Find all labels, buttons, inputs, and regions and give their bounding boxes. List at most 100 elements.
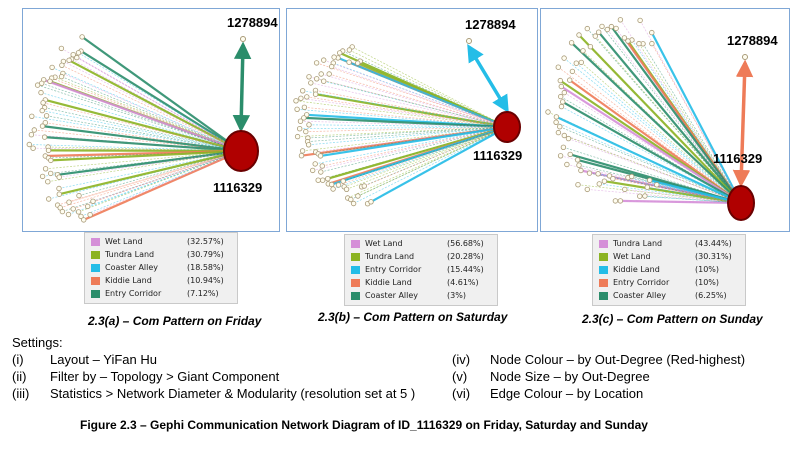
edge	[315, 126, 508, 153]
legend-label: Tundra Land	[365, 252, 415, 261]
leaf-node	[321, 57, 327, 63]
legend-swatch	[599, 292, 608, 300]
legend-percentage: (30.31%)	[695, 252, 732, 261]
leaf-node	[315, 177, 321, 183]
leaf-node	[348, 196, 354, 203]
legend-label: Wet Land	[105, 237, 143, 246]
leaf-node	[555, 64, 561, 70]
edge	[353, 126, 508, 204]
edge	[320, 122, 510, 157]
edge	[300, 120, 508, 128]
edge	[61, 76, 242, 152]
edge	[316, 62, 508, 128]
edge	[312, 126, 508, 171]
leaf-node	[298, 95, 304, 101]
legend-entry: Entry Corridor (15.44%)	[345, 264, 497, 277]
edge	[578, 34, 743, 205]
leaf-node	[312, 91, 319, 97]
leaf-node	[553, 119, 559, 125]
edge-layer	[295, 46, 510, 205]
leaf-node	[617, 17, 624, 23]
legend-entry: Tundra Land (30.79%)	[85, 249, 237, 262]
legend-percentage: (18.58%)	[187, 263, 224, 272]
leaf-node	[303, 128, 309, 135]
leaf-node	[601, 178, 608, 184]
leaf-node	[580, 48, 586, 54]
legend-label: Kiddie Land	[613, 265, 660, 274]
legend-sunday: Tundra Land (43.44%) Wet Land (30.31%) Kiddi…	[592, 234, 746, 306]
edge	[59, 150, 242, 178]
edge	[558, 132, 742, 204]
edge	[300, 97, 508, 128]
legend-label: Coaster Alley	[105, 263, 159, 272]
edge	[347, 126, 508, 199]
caption-friday: 2.3(a) – Com Pattern on Friday	[88, 314, 262, 328]
leaf-node	[561, 132, 567, 139]
edge	[68, 59, 243, 153]
leaf-node	[561, 89, 567, 96]
edge	[352, 46, 508, 128]
legend-swatch	[91, 251, 100, 259]
leaf-node	[58, 73, 65, 80]
legend-label: Coaster Alley	[365, 291, 419, 300]
leaf-node	[329, 63, 335, 70]
leaf-node	[305, 142, 312, 148]
edge	[321, 73, 508, 128]
network-panel-sunday: 1278894 1116329	[540, 8, 790, 232]
edge-to-top-node	[732, 59, 754, 188]
legend-entry: Kiddie Land (4.61%)	[345, 277, 497, 290]
leaf-node	[39, 123, 46, 129]
leaf-node	[584, 25, 590, 32]
legend-percentage: (4.61%)	[447, 278, 479, 287]
hub-node-label: 1116329	[713, 151, 762, 166]
legend-percentage: (7.12%)	[187, 289, 219, 298]
legend-swatch	[91, 264, 100, 272]
edge	[87, 150, 242, 207]
edge	[562, 100, 743, 205]
leaf-node	[621, 35, 628, 41]
leaf-node	[560, 99, 566, 105]
hub-node-label: 1116329	[213, 180, 262, 195]
leaf-node	[569, 68, 576, 75]
edge	[61, 64, 242, 152]
edge	[50, 145, 244, 162]
leaf-node	[606, 173, 613, 179]
edge	[563, 57, 742, 204]
edge	[92, 150, 242, 202]
leaf-node	[28, 131, 35, 138]
edge	[307, 126, 508, 142]
setting-number: (ii)	[12, 369, 27, 384]
edge	[295, 100, 508, 128]
legend-label: Wet Land	[613, 252, 651, 261]
edge	[642, 43, 742, 204]
leaf-node	[568, 40, 575, 46]
edge	[43, 78, 244, 154]
top-node	[240, 36, 246, 42]
setting-text: Layout – YiFan Hu	[50, 352, 157, 367]
leaf-node	[46, 196, 52, 202]
leaf-node	[613, 25, 619, 32]
leaf-node	[40, 100, 46, 106]
edge	[78, 150, 242, 196]
setting-number: (vi)	[452, 386, 471, 401]
edge	[349, 49, 508, 128]
legend-saturday: Wet Land (56.68%) Tundra Land (20.28%) Entry…	[344, 234, 498, 306]
leaf-node	[564, 161, 570, 168]
edge	[303, 116, 510, 133]
edge	[45, 98, 244, 155]
legend-swatch	[351, 279, 360, 287]
legend-percentage: (6.25%)	[695, 291, 727, 300]
edge	[80, 50, 243, 153]
edge	[650, 32, 743, 205]
leaf-node	[346, 47, 353, 53]
edge	[607, 29, 742, 204]
leaf-node	[637, 17, 643, 24]
setting-text: Edge Colour – by Location	[490, 386, 644, 401]
edge	[51, 67, 242, 152]
edge	[61, 48, 242, 152]
leaf-node	[558, 103, 565, 110]
legend-swatch	[351, 266, 360, 274]
leaf-node	[45, 147, 52, 154]
legend-friday: Wet Land (32.57%) Tundra Land (30.79%) Coast…	[84, 232, 238, 304]
edge	[320, 126, 508, 173]
